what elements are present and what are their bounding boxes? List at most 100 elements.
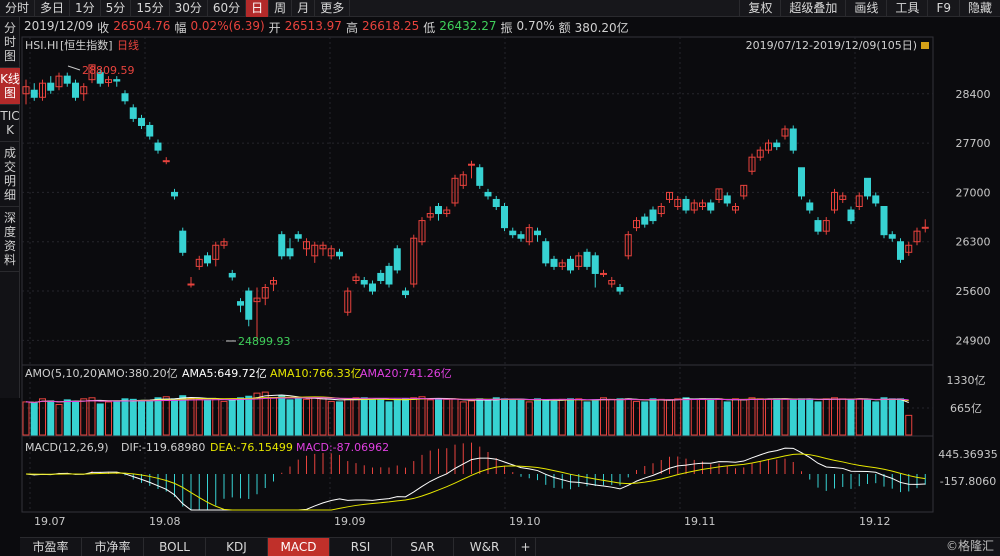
- period-tab-0[interactable]: 分时: [0, 0, 36, 17]
- indicator-tab-1[interactable]: 市净率: [82, 538, 144, 556]
- ama20-line: [25, 397, 909, 403]
- indicator-tab-0[interactable]: 市盈率: [20, 538, 82, 556]
- left-tab-3[interactable]: 成交明细: [0, 142, 20, 207]
- candle-body-25: [228, 272, 236, 278]
- candle-body-15: [146, 124, 154, 137]
- amo-bar-97: [822, 398, 830, 436]
- candle-body-61: [525, 227, 533, 243]
- amo-bar-39: [344, 398, 352, 436]
- amo-bar-72: [616, 398, 624, 436]
- candle-body-88: [748, 156, 756, 172]
- amo-bar-68: [583, 401, 591, 436]
- indicator-tab-6[interactable]: SAR: [392, 538, 454, 556]
- period-tab-6[interactable]: 60分: [208, 0, 247, 17]
- amo-bar-100: [847, 398, 855, 436]
- period-tab-10[interactable]: 更多: [315, 0, 351, 17]
- candle-body-100: [847, 209, 855, 222]
- ama5-value: AMA5:649.72亿: [182, 367, 267, 380]
- period-tab-4[interactable]: 15分: [131, 0, 170, 17]
- symbol-name: [恒生指数]: [60, 38, 113, 52]
- period-tab-3[interactable]: 5分: [101, 0, 132, 17]
- candle-body-79: [674, 198, 682, 208]
- indicator-tab-4[interactable]: MACD: [268, 538, 330, 556]
- amo-bar-65: [558, 398, 566, 436]
- period-tab-1[interactable]: 多日: [35, 0, 71, 17]
- low-marker: 24899.93: [238, 335, 291, 348]
- candle-body-39: [344, 290, 352, 313]
- amo-bar-30: [270, 397, 277, 436]
- toolbar-button-0[interactable]: 复权: [739, 0, 780, 17]
- amo-bar-61: [525, 401, 533, 436]
- amo-bar-83: [707, 399, 715, 436]
- amo-bar-67: [575, 398, 583, 436]
- candle-body-47: [410, 237, 418, 285]
- candle-body-6: [72, 82, 79, 98]
- candle-body-106: [897, 241, 904, 260]
- amo-bar-73: [624, 398, 632, 436]
- toolbar-button-5[interactable]: 隐藏: [958, 0, 1000, 17]
- period-tab-5[interactable]: 30分: [170, 0, 208, 17]
- amo-bar-50: [435, 398, 442, 436]
- amo-tick-0: 1330亿: [947, 374, 986, 387]
- left-tab-2[interactable]: TICK: [0, 105, 20, 142]
- candle-body-103: [872, 195, 880, 204]
- candle-body-57: [492, 198, 500, 208]
- candle-body-94: [798, 167, 805, 197]
- amo-bar-15: [146, 400, 154, 436]
- dif-value: DIF:-119.68980: [121, 441, 205, 454]
- add-indicator-button[interactable]: +: [516, 538, 536, 556]
- candle-body-2: [39, 82, 46, 98]
- candle-body-99: [839, 195, 847, 200]
- indicator-tab-5[interactable]: RSI: [330, 538, 392, 556]
- amo-title: AMO(5,10,20): [25, 367, 101, 380]
- candle-body-28: [253, 297, 261, 303]
- candle-body-45: [393, 248, 401, 271]
- candle-body-73: [624, 234, 632, 257]
- amo-bar-32: [286, 399, 294, 436]
- left-tab-0[interactable]: 分时图: [0, 17, 20, 68]
- candle-body-0: [22, 86, 30, 95]
- amo-bar-63: [542, 399, 550, 436]
- lock-icon: [921, 42, 929, 49]
- quote-date: 2019/12/09: [24, 19, 94, 33]
- period-tab-9[interactable]: 月: [292, 0, 316, 17]
- candle-body-58: [501, 206, 508, 229]
- amo-bar-66: [567, 398, 574, 436]
- indicator-tab-2[interactable]: BOLL: [144, 538, 206, 556]
- amo-bar-86: [732, 398, 739, 436]
- candle-body-60: [517, 234, 525, 239]
- toolbar-group: 复权 超级叠加 画线 工具 F9 隐藏: [739, 0, 1000, 17]
- amo-bar-14: [138, 399, 145, 436]
- amo-bar-2: [39, 398, 46, 436]
- amo-bar-48: [418, 396, 426, 436]
- left-tab-4[interactable]: 深度资料: [0, 207, 20, 272]
- dea-line: [25, 453, 926, 511]
- toolbar-button-1[interactable]: 超级叠加: [780, 0, 845, 17]
- indicator-tab-3[interactable]: KDJ: [206, 538, 268, 556]
- amo-bar-46: [402, 398, 409, 436]
- period-tab-8[interactable]: 周: [269, 0, 293, 17]
- period-label: 日线: [117, 38, 139, 52]
- amo-bar-8: [88, 397, 96, 436]
- amo-bar-53: [459, 401, 467, 436]
- amo-bar-62: [534, 398, 541, 436]
- candle-body-50: [435, 206, 442, 215]
- indicator-tab-7[interactable]: W&R: [454, 538, 516, 556]
- candle-body-53: [459, 174, 467, 186]
- left-tab-1[interactable]: K线图: [0, 68, 20, 105]
- price-tick-2: 27000: [956, 186, 991, 199]
- candle-body-82: [699, 202, 706, 208]
- period-tab-2[interactable]: 1分: [70, 0, 101, 17]
- candle-body-35: [311, 244, 319, 257]
- candle-body-21: [195, 258, 203, 267]
- period-tab-7[interactable]: 日: [246, 0, 270, 17]
- toolbar-button-4[interactable]: F9: [927, 0, 959, 17]
- toolbar-button-3[interactable]: 工具: [886, 0, 927, 17]
- candle-body-37: [327, 248, 335, 257]
- candle-body-56: [484, 191, 492, 197]
- amo-bar-58: [501, 398, 508, 436]
- amo-bar-23: [212, 398, 220, 436]
- toolbar-button-2[interactable]: 画线: [845, 0, 886, 17]
- amo-bar-82: [699, 398, 706, 436]
- amo-bar-56: [484, 399, 492, 436]
